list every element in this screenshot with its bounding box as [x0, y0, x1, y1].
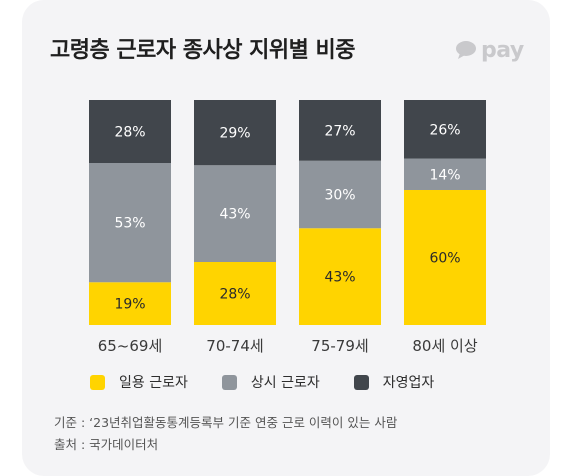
- brand-text: pay: [481, 37, 524, 63]
- data-label-regular-2: 30%: [324, 188, 355, 204]
- legend-label-self-employed: 자영업자: [382, 375, 435, 391]
- bar-regular-0: [89, 163, 171, 283]
- data-label-employed-1: 28%: [219, 287, 250, 303]
- bar-regular-1: [194, 165, 276, 262]
- bar-employed-0: [89, 282, 171, 325]
- bar-self-employed-3: [404, 100, 486, 159]
- bar-self-employed-0: [89, 100, 171, 163]
- bars-group: 19% 53% 28% 28% 43% 29% 43% 30% 27% 60% 14% 26%: [89, 100, 486, 325]
- bar-regular-2: [299, 160, 381, 229]
- bar-self-employed-2: [299, 100, 381, 161]
- legend-label-employed: 일용 근로자: [119, 375, 188, 391]
- basis-note: 기준 : ‘23년취업활동통계등록부 기준 연중 근로 이력이 있는 사람: [54, 415, 398, 430]
- data-label-employed-3: 60%: [429, 251, 460, 267]
- data-label-regular-0: 53%: [114, 216, 145, 232]
- legend-item-regular: 상시 근로자: [221, 372, 320, 392]
- legend-swatch-regular: [221, 374, 237, 390]
- legend-label-regular: 상시 근로자: [250, 375, 320, 391]
- legend-swatch-self-employed: [353, 374, 369, 390]
- legend-item-employed: 일용 근로자: [90, 372, 188, 392]
- bar-employed-3: [404, 190, 486, 325]
- x-tick-label-0: 65~69세: [98, 337, 163, 355]
- bar-employed-2: [299, 228, 381, 325]
- x-tick-label-1: 70-74세: [206, 337, 263, 355]
- legend-item-self-employed: 자영업자: [353, 372, 435, 392]
- brand-logo: pay: [455, 36, 524, 64]
- source-note: 출처 : 국가데이터처: [54, 437, 159, 452]
- x-axis-labels: 65~69세 70-74세 75-79세 80세 이상: [98, 337, 478, 355]
- data-label-employed-2: 43%: [324, 270, 355, 286]
- data-label-self-employed-1: 29%: [219, 126, 250, 142]
- chart-title: 고령층 근로자 종사상 지위별 비중: [50, 38, 356, 63]
- legend: 일용 근로자 상시 근로자 자영업자: [90, 372, 468, 392]
- bar-self-employed-1: [194, 100, 276, 166]
- data-label-employed-0: 19%: [114, 297, 145, 313]
- data-label-self-employed-3: 26%: [429, 122, 460, 138]
- speech-bubble-icon: [456, 41, 476, 59]
- data-label-self-employed-0: 28%: [114, 125, 145, 141]
- bar-employed-1: [194, 262, 276, 325]
- data-label-regular-3: 14%: [429, 167, 460, 183]
- x-tick-label-3: 80세 이상: [412, 337, 477, 355]
- data-label-regular-1: 43%: [219, 207, 250, 223]
- x-tick-label-2: 75-79세: [311, 337, 368, 355]
- bar-regular-3: [404, 158, 486, 190]
- legend-swatch-employed: [90, 374, 105, 390]
- data-label-self-employed-2: 27%: [324, 123, 355, 139]
- footnotes: 기준 : ‘23년취업활동통계등록부 기준 연중 근로 이력이 있는 사람 출처…: [54, 412, 397, 456]
